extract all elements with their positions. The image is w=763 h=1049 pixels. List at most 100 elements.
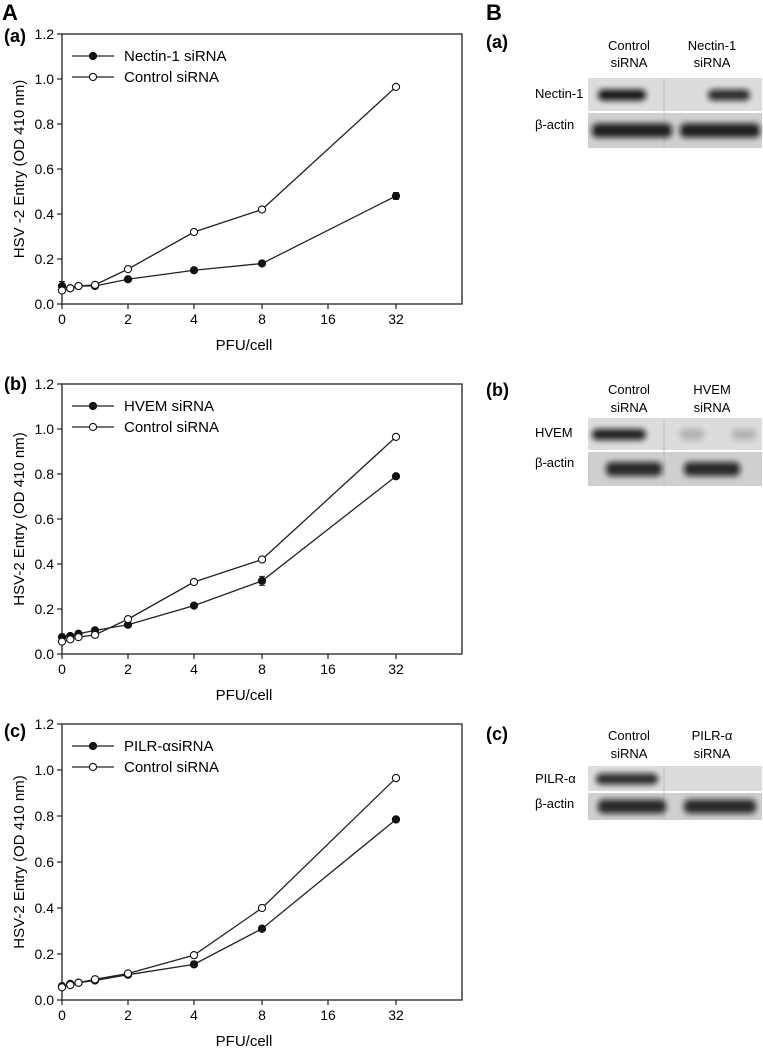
x-axis-title: PFU/cell [216, 337, 273, 354]
blot-band [606, 462, 662, 476]
x-tick-label: 4 [190, 661, 198, 677]
x-tick-label: 8 [258, 1007, 266, 1023]
data-point [90, 975, 100, 984]
series-line [61, 436, 397, 643]
y-tick-label: 0.8 [35, 116, 55, 132]
x-axis-title: PFU/cell [216, 1033, 273, 1049]
series-line [61, 475, 397, 638]
data-point [123, 264, 133, 274]
x-tick-label: 2 [124, 661, 132, 677]
data-point [189, 266, 199, 275]
panel-b-letter: B [486, 0, 502, 25]
data-point [257, 205, 267, 214]
x-tick-label: 0 [58, 1007, 66, 1023]
x-tick-label: 2 [124, 311, 132, 327]
chart-1: (a) 0.0 0.2 0.4 0.6 0.8 1.0 1.2 0 2 4 8 16 32 PFU/cell… [4, 26, 463, 354]
row-label: HVEM [535, 425, 573, 440]
y-axis-title: HSV -2 Entry (OD 410 nm) [11, 80, 28, 258]
y-tick-label: 0.6 [35, 161, 55, 177]
lane-label: siRNA [611, 55, 648, 70]
series-control: Control siRNA [57, 759, 401, 992]
series-control: Control siRNA [57, 69, 401, 295]
data-point [66, 284, 75, 293]
legend-label: PILR-αsiRNA [124, 738, 214, 755]
blot-band [596, 773, 658, 785]
legend-label: Nectin-1 siRNA [124, 48, 227, 65]
data-point [66, 635, 75, 644]
y-tick-label: 0.0 [35, 646, 55, 662]
blot-1: (a) Control siRNA Nectin-1 siRNA Nectin-1 β-ac… [486, 32, 762, 148]
series-line [61, 86, 397, 292]
x-tick-label: 0 [58, 311, 66, 327]
lane-label: HVEM [693, 382, 731, 397]
y-tick-label: 0.0 [35, 296, 55, 312]
data-point [391, 472, 401, 481]
legend-marker [88, 51, 98, 61]
x-tick-label: 32 [388, 311, 404, 327]
blot-band [680, 123, 760, 138]
legend-label: HVEM siRNA [124, 398, 214, 415]
lane-label: siRNA [611, 746, 648, 761]
lane-label: siRNA [694, 400, 731, 415]
data-point [189, 577, 199, 587]
chart-2: (b) 0.0 0.2 0.4 0.6 0.8 1.0 1.2 0 2 4 8 16 32 PFU/cell… [4, 374, 463, 704]
y-tick-label: 1.2 [35, 716, 55, 732]
blot-panel-label: (c) [486, 724, 508, 744]
series-knockdown: HVEM siRNA [57, 398, 401, 642]
y-tick-label: 1.2 [35, 26, 55, 42]
series-line [61, 818, 397, 987]
blot-band [732, 429, 756, 440]
data-point [123, 969, 133, 978]
legend-marker [88, 401, 98, 411]
data-point [123, 614, 133, 624]
x-axis-title: PFU/cell [216, 687, 273, 704]
data-point [189, 227, 199, 237]
y-axis-title: HSV-2 Entry (OD 410 nm) [11, 432, 28, 605]
y-tick-label: 0.0 [35, 992, 55, 1008]
y-tick-label: 0.4 [35, 900, 55, 916]
blots-layer: (a) Control siRNA Nectin-1 siRNA Nectin-1 β-ac… [486, 32, 762, 820]
x-tick-label: 8 [258, 661, 266, 677]
legend-label: Control siRNA [124, 69, 219, 86]
chart-panel-label: (c) [4, 721, 26, 741]
blot-band [592, 123, 672, 138]
lane-label: Control [608, 38, 650, 53]
blot-band [680, 429, 704, 440]
y-tick-label: 0.2 [35, 946, 55, 962]
y-tick-label: 1.0 [35, 421, 55, 437]
y-tick-label: 0.4 [35, 556, 55, 572]
row-label: β-actin [535, 796, 574, 811]
y-tick-label: 0.2 [35, 601, 55, 617]
y-axis-title: HSV-2 Entry (OD 410 nm) [11, 775, 28, 948]
y-tick-label: 0.8 [35, 808, 55, 824]
x-tick-label: 4 [190, 1007, 198, 1023]
legend-marker [88, 72, 98, 82]
y-tick-label: 1.2 [35, 376, 55, 392]
series-control: Control siRNA [57, 419, 401, 646]
data-point [189, 951, 199, 960]
data-point [257, 259, 267, 268]
y-tick-label: 1.0 [35, 71, 55, 87]
legend-marker [88, 422, 98, 432]
lane-label: siRNA [694, 55, 731, 70]
data-point [74, 978, 83, 987]
chart-panel-label: (a) [4, 26, 26, 46]
x-tick-label: 0 [58, 661, 66, 677]
data-point [391, 432, 401, 442]
x-tick-label: 32 [388, 1007, 404, 1023]
series-line [61, 777, 397, 988]
legend-label: Control siRNA [124, 419, 219, 436]
y-tick-label: 0.2 [35, 251, 55, 267]
data-point [57, 637, 67, 646]
blot-band [684, 462, 740, 476]
y-tick-label: 0.6 [35, 854, 55, 870]
data-point [66, 980, 75, 990]
y-tick-label: 1.0 [35, 762, 55, 778]
data-point [57, 286, 67, 295]
y-tick-label: 0.6 [35, 511, 55, 527]
panel-a-letter: A [2, 0, 18, 25]
blot-2: (b) Control siRNA HVEM siRNA HVEM β-actin [486, 380, 762, 486]
lane-label: Control [608, 728, 650, 743]
y-tick-label: 0.8 [35, 466, 55, 482]
